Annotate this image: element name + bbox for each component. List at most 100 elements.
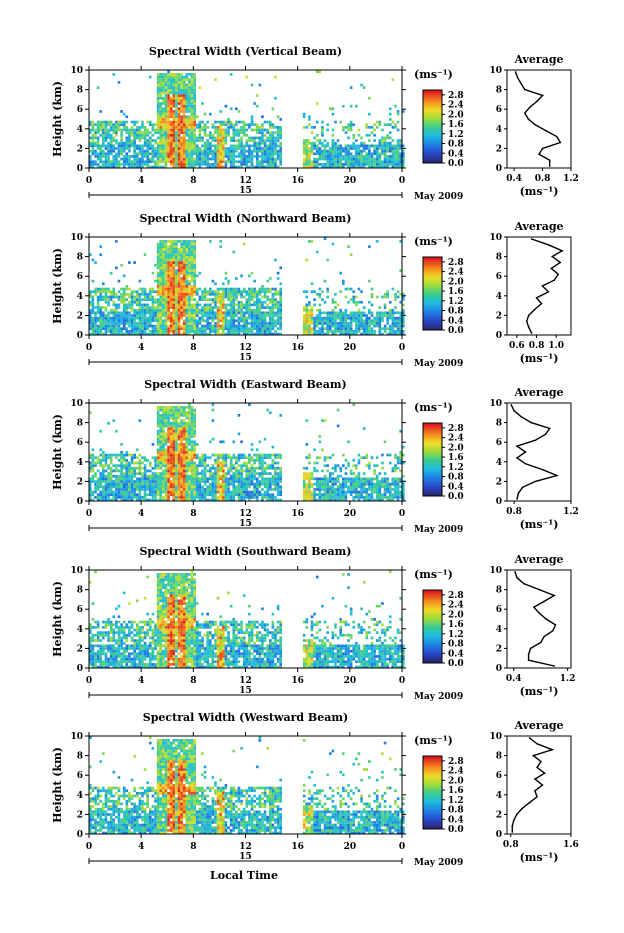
colorbar-tick-label: 0.4: [448, 649, 464, 659]
colorbar-tick-label: 0.8: [448, 307, 464, 317]
chart-title: Spectral Width (Eastward Beam): [144, 378, 346, 391]
colorbar-tick-label: 0.8: [448, 640, 464, 650]
average-title: Average: [513, 386, 563, 399]
average-y-tick-label: 6: [496, 272, 502, 282]
x-tick-label: 20: [344, 509, 357, 519]
y-tick-label: 10: [70, 732, 83, 742]
date-month-label: May 2009: [414, 192, 463, 202]
average-point: [528, 118, 530, 120]
x-tick-label: 0: [86, 509, 92, 519]
x-tick-label: 8: [190, 676, 196, 686]
x-tick-label: 16: [291, 509, 304, 519]
x-tick-label: 20: [344, 176, 357, 186]
average-y-tick-label: 10: [489, 399, 502, 409]
average-y-tick-label: 6: [496, 605, 502, 615]
average-x-tick-label: 0.8: [503, 840, 519, 850]
average-point: [516, 577, 518, 579]
average-point: [543, 601, 545, 603]
x-tick-label: 20: [344, 343, 357, 353]
colorbar-tick-label: 2.4: [448, 268, 464, 278]
chart-panel-1: Spectral Width (Northward Beam)Height (k…: [51, 212, 571, 369]
x-axis-label: Local Time: [210, 869, 278, 882]
average-point: [534, 790, 536, 792]
average-point: [548, 244, 550, 246]
colorbar-tick-label: 0.8: [448, 140, 464, 150]
y-tick-label: 4: [77, 625, 83, 635]
average-point: [533, 606, 535, 608]
average-point: [539, 589, 541, 591]
colorbar-tick-label: 2.8: [448, 91, 464, 101]
chart-title: Spectral Width (Southward Beam): [139, 545, 351, 558]
average-point: [553, 595, 555, 597]
average-line: [512, 738, 552, 832]
average-point: [529, 106, 531, 108]
average-point: [528, 659, 530, 661]
x-tick-label: 16: [291, 676, 304, 686]
average-point: [551, 749, 553, 751]
colorbar-tick-label: 2.4: [448, 434, 464, 444]
average-point: [534, 778, 536, 780]
colorbar-tick-label: 2.0: [448, 610, 464, 620]
colorbar: 0.00.40.81.21.62.02.42.8: [423, 423, 464, 502]
average-y-tick-label: 10: [489, 66, 502, 76]
colorbar-unit: (ms⁻¹): [414, 734, 453, 747]
average-point: [510, 404, 512, 406]
chart-panel-4: Spectral Width (Westward Beam)Height (km…: [51, 711, 579, 868]
colorbar-tick-label: 1.2: [448, 463, 464, 473]
y-axis-label: Height (km): [51, 747, 64, 823]
y-tick-label: 0: [77, 164, 83, 174]
colorbar-tick-label: 2.4: [448, 601, 464, 611]
x-tick-label: 0: [86, 676, 92, 686]
date-day-label: 15: [239, 186, 252, 196]
average-y-tick-label: 10: [489, 233, 502, 243]
average-point: [542, 95, 544, 97]
date-day-label: 15: [239, 353, 252, 363]
x-tick-label: 16: [291, 343, 304, 353]
average-point: [535, 481, 537, 483]
y-tick-label: 0: [77, 664, 83, 674]
colorbar-tick-label: 0.0: [448, 159, 464, 169]
average-title: Average: [513, 553, 563, 566]
colorbar-unit: (ms⁻¹): [414, 235, 453, 248]
average-x-tick-label: 0.6: [509, 341, 525, 351]
y-tick-label: 4: [77, 125, 83, 135]
average-point: [516, 457, 518, 459]
x-tick-label: 4: [138, 509, 144, 519]
heatmap-cells: [89, 570, 405, 668]
date-month-label: May 2009: [414, 525, 463, 535]
average-point: [535, 124, 537, 126]
average-point: [536, 297, 538, 299]
average-y-tick-label: 10: [489, 732, 502, 742]
colorbar-tick-label: 0.0: [448, 825, 464, 835]
average-point: [530, 648, 532, 650]
y-axis-label: Height (km): [51, 248, 64, 324]
average-y-tick-label: 6: [496, 438, 502, 448]
average-y-tick-label: 8: [496, 752, 502, 762]
x-tick-label: 12: [239, 343, 252, 353]
average-point: [534, 309, 536, 311]
y-tick-label: 4: [77, 791, 83, 801]
colorbar-tick-label: 2.0: [448, 277, 464, 287]
average-title: Average: [513, 220, 563, 233]
x-tick-label: 0: [399, 842, 405, 852]
average-point: [511, 825, 513, 827]
average-x-label: (ms⁻¹): [520, 352, 559, 365]
average-point: [516, 498, 518, 500]
x-tick-label: 4: [138, 343, 144, 353]
average-point: [520, 416, 522, 418]
average-point: [529, 802, 531, 804]
y-axis-label: Height (km): [51, 581, 64, 657]
colorbar-tick-label: 1.6: [448, 120, 464, 130]
colorbar-tick-label: 2.4: [448, 101, 464, 111]
x-tick-label: 4: [138, 842, 144, 852]
average-point: [535, 439, 537, 441]
x-tick-label: 8: [190, 176, 196, 186]
average-x-label: (ms⁻¹): [520, 518, 559, 531]
average-frame: [507, 736, 571, 834]
colorbar-tick-label: 0.4: [448, 815, 464, 825]
y-tick-label: 2: [77, 810, 83, 820]
x-tick-label: 16: [291, 176, 304, 186]
